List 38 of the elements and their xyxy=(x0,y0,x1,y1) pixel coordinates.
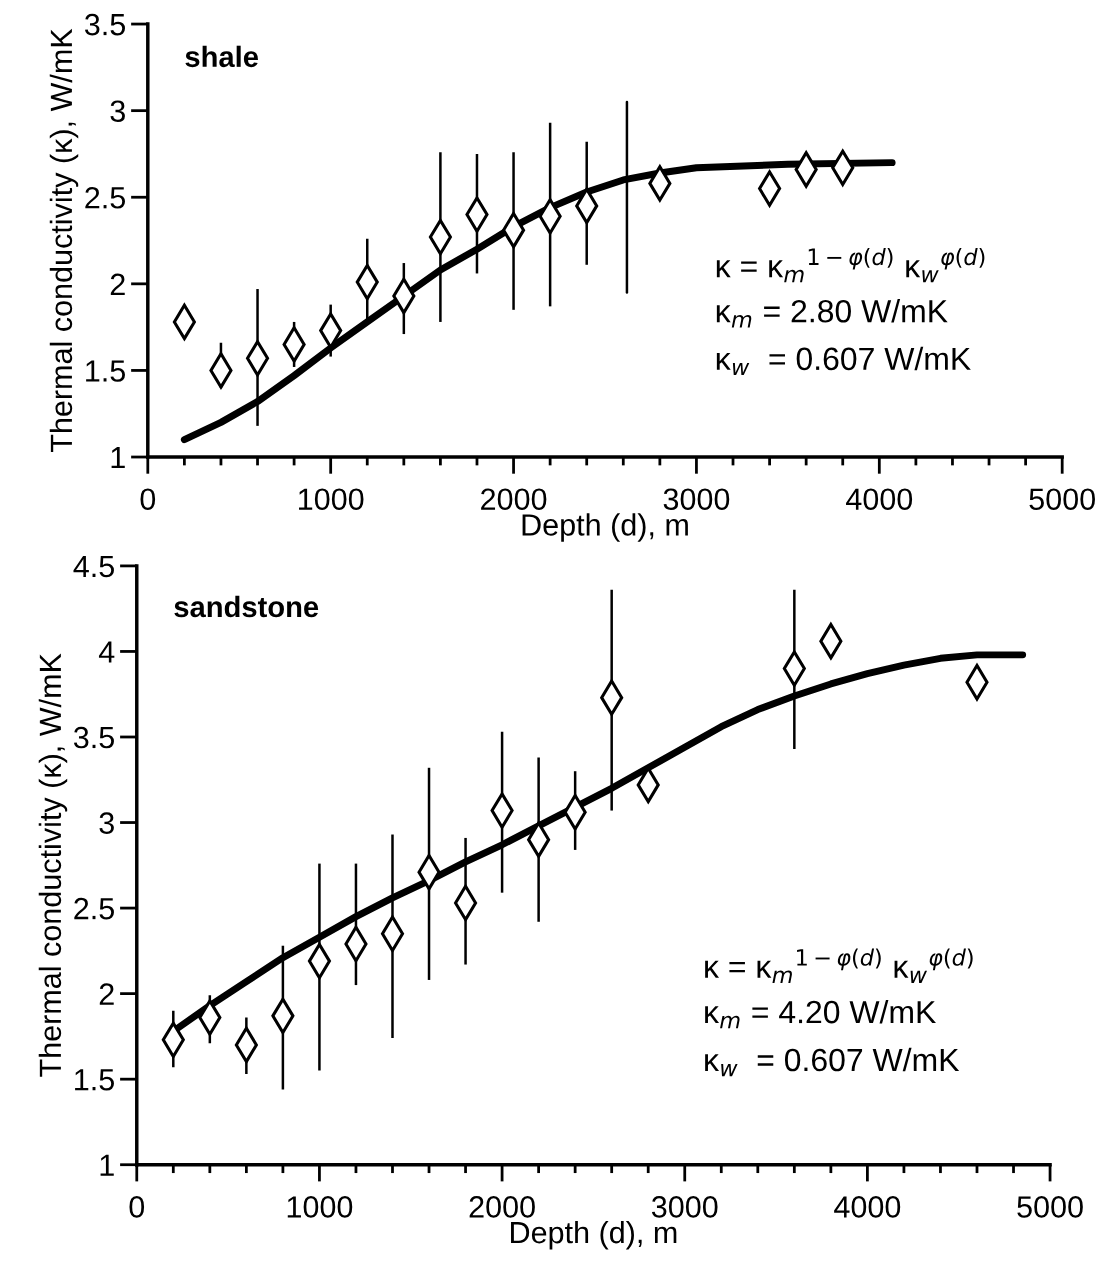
y-axis-title: Thermal conductivity (κ), W/mK xyxy=(49,28,79,453)
y-tick-label: 2 xyxy=(110,273,125,295)
x-tick-label: 0 xyxy=(129,1196,145,1218)
annotation: κ$_{m}$ = 2.80 W/mK xyxy=(716,299,948,328)
x-tick-label: 1000 xyxy=(299,488,364,511)
x-axis-title: Depth (d), m xyxy=(522,513,688,542)
x-tick-label: 5000 xyxy=(1017,1196,1083,1218)
y-tick-label: 1 xyxy=(100,1154,114,1176)
annotation: κ$_{w}$ = 0.607 W/mK xyxy=(705,1047,960,1077)
x-tick-label: 4000 xyxy=(846,488,913,511)
y-tick-label: 2 xyxy=(99,983,114,1005)
x-tick-label: 2000 xyxy=(469,1196,535,1218)
y-tick-label: 4 xyxy=(98,641,115,663)
x-tick-label: 4000 xyxy=(834,1196,901,1218)
y-axis-title: Thermal conductivity (κ), W/mK xyxy=(38,653,68,1077)
y-tick-label: 2.5 xyxy=(74,897,114,920)
x-axis-title: Depth (d), m xyxy=(511,1220,677,1250)
y-tick-label: 3.5 xyxy=(73,726,114,749)
y-tick-label: 3 xyxy=(99,812,114,834)
annotation: sandstone xyxy=(174,595,319,618)
annotation: κ$_{m}$ = 4.20 W/mK xyxy=(705,999,936,1029)
y-tick-label: 3.5 xyxy=(84,13,125,36)
x-tick-label: 2000 xyxy=(481,488,547,511)
y-tick-label: 1 xyxy=(111,447,125,469)
x-tick-label: 3000 xyxy=(663,488,730,511)
x-tick-label: 1000 xyxy=(287,1196,353,1218)
x-tick-label: 5000 xyxy=(1029,488,1095,511)
x-tick-label: 3000 xyxy=(651,1196,718,1218)
x-tick-label: 0 xyxy=(140,488,156,511)
annotation: κ$_{w}$ = 0.607 W/mK xyxy=(716,346,971,376)
annotation: κ = κ$_{m}$$^{1−φ(d)}$ κ$_{w}$$^{φ(d)}$ xyxy=(716,247,985,283)
y-tick-label: 3 xyxy=(110,100,125,123)
annotation: κ = κ$_{m}$$^{1−φ(d)}$ κ$_{w}$$^{φ(d)}$ xyxy=(705,948,973,983)
y-tick-label: 4.5 xyxy=(73,555,114,578)
y-tick-label: 1.5 xyxy=(75,1069,114,1091)
y-tick-label: 1.5 xyxy=(86,360,125,382)
y-tick-label: 2.5 xyxy=(85,186,125,209)
annotation: shale xyxy=(185,45,258,68)
